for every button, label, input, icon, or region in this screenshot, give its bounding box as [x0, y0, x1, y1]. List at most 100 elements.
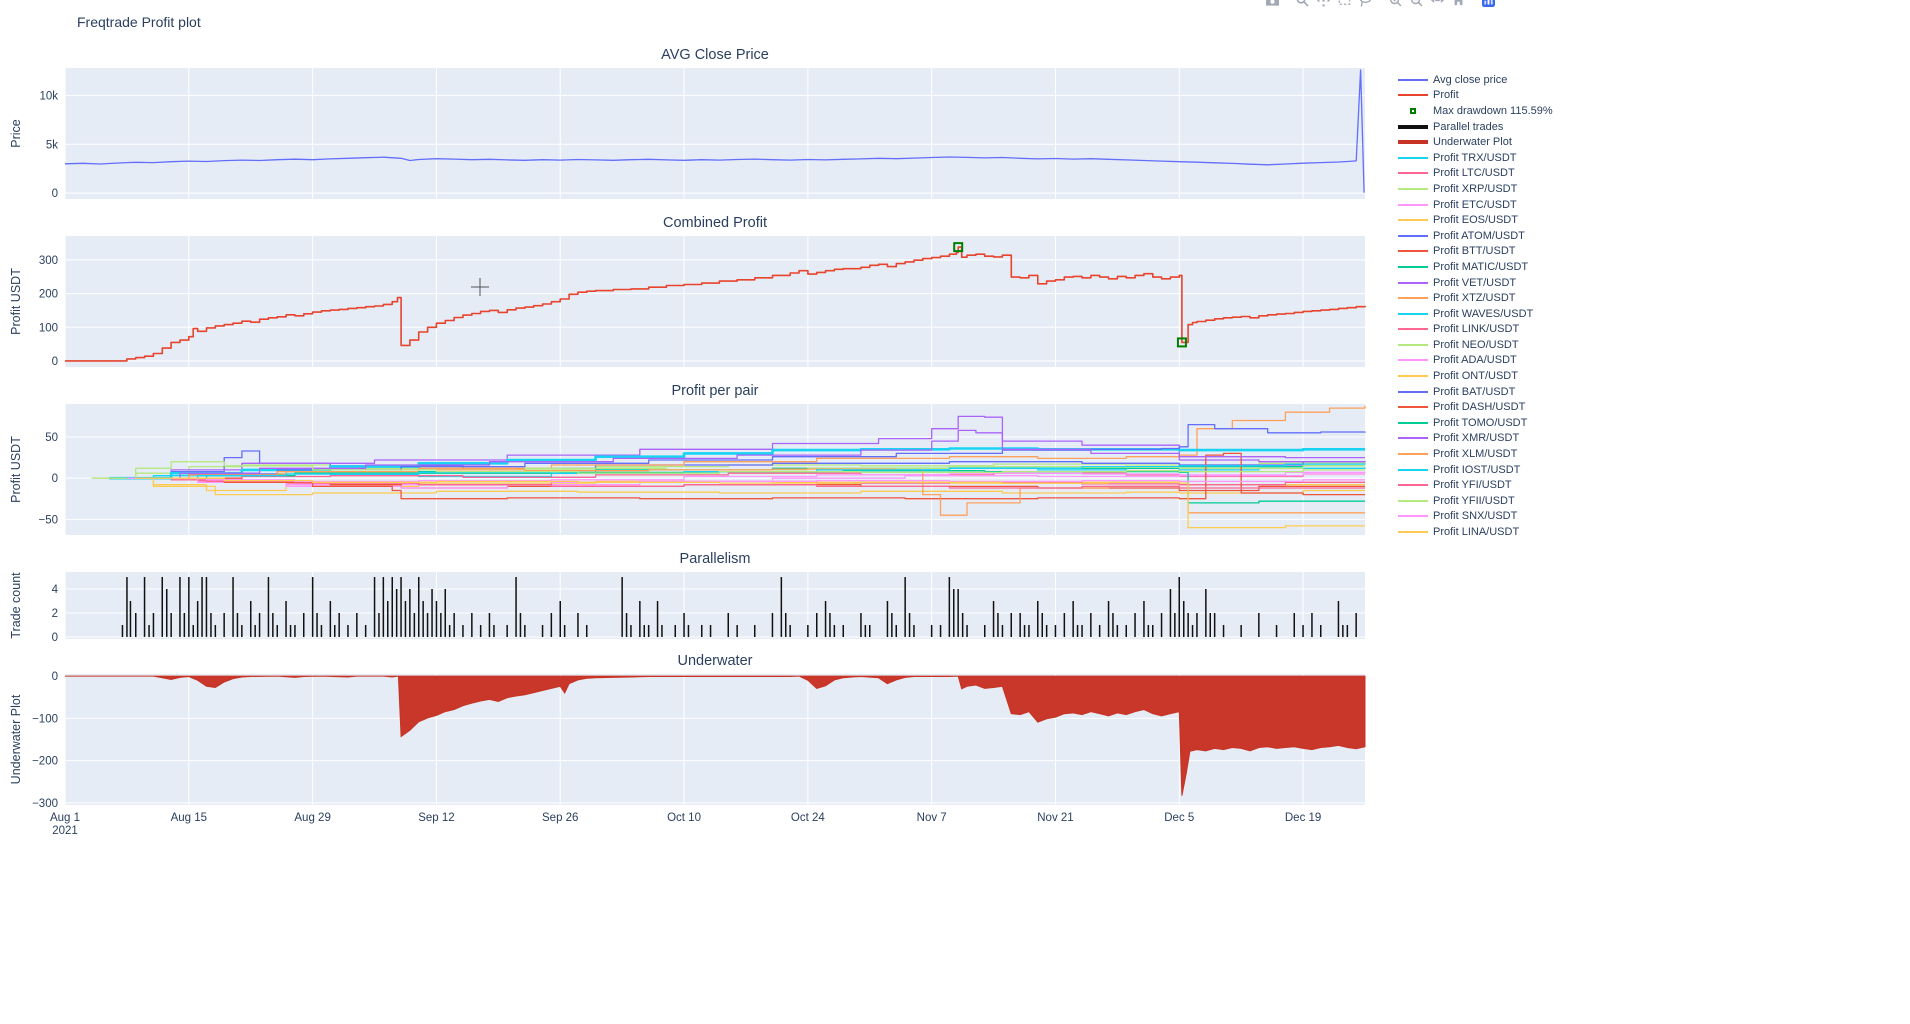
- parallel-trades-bar: [639, 601, 641, 637]
- zoom-icon[interactable]: [1292, 0, 1313, 9]
- legend-item[interactable]: Profit LTC/USDT: [1398, 166, 1553, 182]
- legend-item[interactable]: Profit YFI/USDT: [1398, 477, 1553, 493]
- legend-line-swatch-icon: [1398, 140, 1428, 145]
- legend-item[interactable]: Profit DASH/USDT: [1398, 399, 1553, 415]
- plotly-logo-icon[interactable]: [1478, 0, 1499, 9]
- legend-item[interactable]: Profit XRP/USDT: [1398, 181, 1553, 197]
- reset-axes-icon[interactable]: [1448, 0, 1469, 9]
- legend-item[interactable]: Max drawdown 115.59%: [1398, 103, 1553, 119]
- series-pair-DASH: [135, 452, 1365, 500]
- legend-label: Profit NEO/USDT: [1433, 338, 1519, 351]
- legend-label: Profit TRX/USDT: [1433, 151, 1517, 164]
- legend-line-swatch-icon: [1398, 297, 1428, 300]
- parallel-trades-bar: [148, 625, 150, 637]
- legend-item[interactable]: Profit LINA/USDT: [1398, 524, 1553, 540]
- parallel-trades-bar: [1023, 625, 1026, 637]
- parallel-trades-bar: [143, 577, 146, 637]
- parallel-trades-bar: [1160, 613, 1163, 637]
- series-pair-BAT: [118, 423, 1366, 479]
- legend-label: Profit BTT/USDT: [1433, 245, 1516, 258]
- legend-item[interactable]: Avg close price: [1398, 72, 1553, 88]
- lasso-icon[interactable]: [1355, 0, 1376, 9]
- parallel-trades-bar: [647, 625, 650, 637]
- x-tick-label: Nov 21: [1037, 812, 1073, 824]
- x-tick-label: Nov 7: [917, 812, 947, 824]
- parallel-trades-bar: [1072, 601, 1074, 637]
- subplot-title-profit: Combined Profit: [663, 215, 767, 231]
- legend-item[interactable]: Profit ETC/USDT: [1398, 197, 1553, 213]
- legend: Avg close price Profit Max drawdown 115.59…: [1398, 72, 1553, 540]
- autoscale-icon[interactable]: [1427, 0, 1448, 9]
- legend-item[interactable]: Profit MATIC/USDT: [1398, 259, 1553, 275]
- legend-item[interactable]: Profit XMR/USDT: [1398, 431, 1553, 447]
- legend-line-swatch-icon: [1398, 343, 1428, 346]
- legend-line-swatch-icon: [1398, 375, 1428, 378]
- legend-label: Profit XRP/USDT: [1433, 182, 1518, 195]
- legend-label: Profit MATIC/USDT: [1433, 260, 1529, 273]
- parallel-trades-bar: [448, 625, 451, 637]
- legend-item[interactable]: Profit YFII/USDT: [1398, 493, 1553, 509]
- legend-item[interactable]: Profit WAVES/USDT: [1398, 306, 1553, 322]
- legend-item[interactable]: Profit ADA/USDT: [1398, 353, 1553, 369]
- parallel-trades-bar: [957, 589, 959, 637]
- legend-item[interactable]: Profit SNX/USDT: [1398, 509, 1553, 525]
- legend-item[interactable]: Profit VET/USDT: [1398, 275, 1553, 291]
- legend-label: Profit LINK/USDT: [1433, 323, 1520, 336]
- legend-item[interactable]: Profit BAT/USDT: [1398, 384, 1553, 400]
- x-tick-label: Dec 19: [1285, 812, 1321, 824]
- legend-item[interactable]: Profit IOST/USDT: [1398, 462, 1553, 478]
- parallel-trades-bar: [440, 613, 442, 637]
- legend-item[interactable]: Profit EOS/USDT: [1398, 212, 1553, 228]
- parallel-trades-bar: [1178, 577, 1180, 637]
- parallel-trades-bar: [563, 625, 566, 637]
- legend-item[interactable]: Profit NEO/USDT: [1398, 337, 1553, 353]
- legend-line-swatch-icon: [1398, 78, 1428, 81]
- parallel-trades-bar: [930, 625, 933, 637]
- legend-item[interactable]: Profit XTZ/USDT: [1398, 290, 1553, 306]
- legend-item[interactable]: Profit: [1398, 88, 1553, 104]
- legend-line-swatch-icon: [1398, 234, 1428, 237]
- legend-label: Profit DASH/USDT: [1433, 401, 1526, 414]
- parallel-trades-bar: [338, 613, 340, 637]
- legend-item[interactable]: Profit ONT/USDT: [1398, 368, 1553, 384]
- legend-item[interactable]: Profit TRX/USDT: [1398, 150, 1553, 166]
- x-tick-label: Aug 29: [294, 812, 330, 824]
- parallel-trades-bar: [961, 613, 964, 637]
- subplot-bg-price[interactable]: [65, 68, 1365, 199]
- zoom-in-icon[interactable]: [1385, 0, 1406, 9]
- legend-item[interactable]: Profit LINK/USDT: [1398, 322, 1553, 338]
- legend-item[interactable]: Profit XLM/USDT: [1398, 446, 1553, 462]
- cursor-crosshair-icon: [471, 278, 489, 296]
- pan-icon[interactable]: [1313, 0, 1334, 9]
- box-select-icon[interactable]: [1334, 0, 1355, 9]
- parallel-trades-bar: [727, 613, 729, 637]
- legend-item[interactable]: Underwater Plot: [1398, 134, 1553, 150]
- parallel-trades-bar: [373, 577, 376, 637]
- camera-icon[interactable]: [1262, 0, 1283, 9]
- legend-item[interactable]: Parallel trades: [1398, 119, 1553, 135]
- parallel-trades-bar: [1147, 625, 1150, 637]
- subplot-bg-profit[interactable]: [65, 236, 1365, 367]
- y-tick-label: 2: [52, 608, 58, 620]
- parallel-trades-bar: [334, 625, 336, 637]
- zoom-out-icon[interactable]: [1406, 0, 1427, 9]
- legend-item[interactable]: Profit TOMO/USDT: [1398, 415, 1553, 431]
- y-tick-label: 50: [45, 432, 58, 444]
- legend-line-swatch-icon: [1398, 359, 1428, 362]
- legend-label: Parallel trades: [1433, 120, 1504, 133]
- legend-item[interactable]: Profit ATOM/USDT: [1398, 228, 1553, 244]
- parallel-trades-bar: [656, 601, 659, 637]
- series-pair-ONT: [100, 477, 1365, 496]
- parallel-trades-bar: [1191, 625, 1194, 637]
- parallel-trades-bar: [1355, 613, 1357, 637]
- parallel-trades-bar: [1143, 601, 1145, 637]
- parallel-trades-bar: [453, 613, 455, 637]
- parallel-trades-bar: [559, 601, 561, 637]
- legend-item[interactable]: Profit BTT/USDT: [1398, 244, 1553, 260]
- parallel-trades-bar: [272, 613, 274, 637]
- legend-line-swatch-icon: [1398, 499, 1428, 502]
- legend-line-swatch-icon: [1398, 94, 1428, 97]
- parallel-trades-bar: [780, 577, 783, 637]
- parallel-trades-bar: [550, 613, 553, 637]
